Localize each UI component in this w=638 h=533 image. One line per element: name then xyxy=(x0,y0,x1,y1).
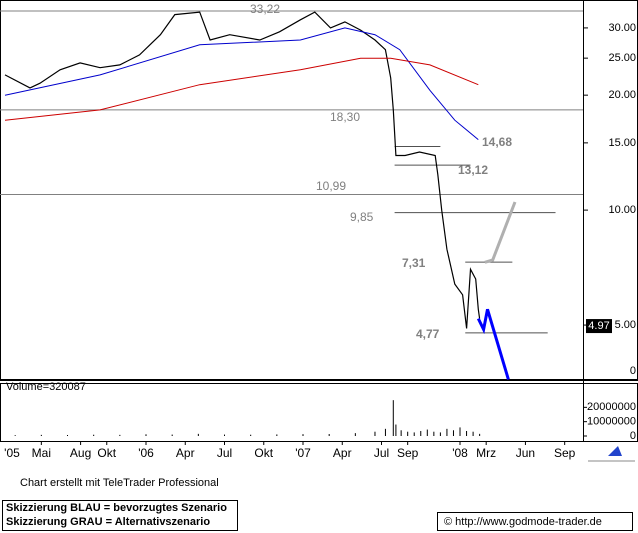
source: © http://www.godmode-trader.de xyxy=(444,516,602,528)
price-frame xyxy=(0,0,638,381)
last-price-label: 4.97 xyxy=(588,320,609,332)
level-label: 9,85 xyxy=(350,210,374,224)
y-tick-label: 15.00 xyxy=(608,137,636,149)
x-tick-label: Apr xyxy=(176,446,195,460)
y-tick-label: 10000000 xyxy=(587,416,636,428)
x-tick-label: '07 xyxy=(295,446,311,460)
series-line xyxy=(4,11,481,329)
source-box xyxy=(437,512,633,531)
x-tick-label: Jun xyxy=(516,446,535,460)
x-tick-label: Apr xyxy=(333,446,352,460)
level-label: 10,99 xyxy=(316,179,346,193)
x-tick-label: Sep xyxy=(397,446,419,460)
y-bottom-label: 0 xyxy=(630,365,636,377)
x-tick-label: Okt xyxy=(97,446,116,460)
series-line xyxy=(484,201,517,264)
credit: Chart erstellt mit TeleTrader Profession… xyxy=(20,477,219,489)
y-tick-label: 5.00 xyxy=(615,319,636,331)
y-tick-label: 20.00 xyxy=(608,89,636,101)
notes-box xyxy=(2,500,238,531)
x-tick-label: Mai xyxy=(32,446,51,460)
level-label: 14,68 xyxy=(482,135,512,149)
x-tick-label: Aug xyxy=(70,446,91,460)
x-tick-label: Sep xyxy=(554,446,576,460)
level-label: 4,77 xyxy=(416,327,440,341)
x-tick-label: Okt xyxy=(254,446,273,460)
x-tick-label: '08 xyxy=(452,446,468,460)
note: Skizzierung BLAU = bevorzugtes Szenario xyxy=(6,502,227,514)
series-line xyxy=(476,308,510,380)
level-label: 33,22 xyxy=(250,2,280,16)
level-label: 18,30 xyxy=(330,110,360,124)
level-label: 7,31 xyxy=(402,256,426,270)
y-tick-label: 0 xyxy=(630,430,636,442)
level-label: 13,12 xyxy=(458,163,488,177)
y-tick-label: 30.00 xyxy=(608,22,636,34)
volume-frame xyxy=(0,383,638,442)
x-tick-label: Jul xyxy=(374,446,389,460)
volume-title: Volume=320087 xyxy=(6,381,86,393)
logo-icon xyxy=(608,446,622,456)
y-tick-label: 10.00 xyxy=(608,204,636,216)
y-tick-label: 20000000 xyxy=(587,401,636,413)
y-tick-label: 25.00 xyxy=(608,52,636,64)
x-tick-label: '06 xyxy=(138,446,154,460)
last-price-box xyxy=(586,319,612,334)
x-tick-label: Jul xyxy=(217,446,232,460)
x-tick-label: '05 xyxy=(4,446,20,460)
x-tick-label: Mrz xyxy=(476,446,496,460)
note: Skizzierung GRAU = Alternativszenario xyxy=(6,516,210,528)
series-line xyxy=(4,57,479,121)
series-line xyxy=(4,27,479,140)
